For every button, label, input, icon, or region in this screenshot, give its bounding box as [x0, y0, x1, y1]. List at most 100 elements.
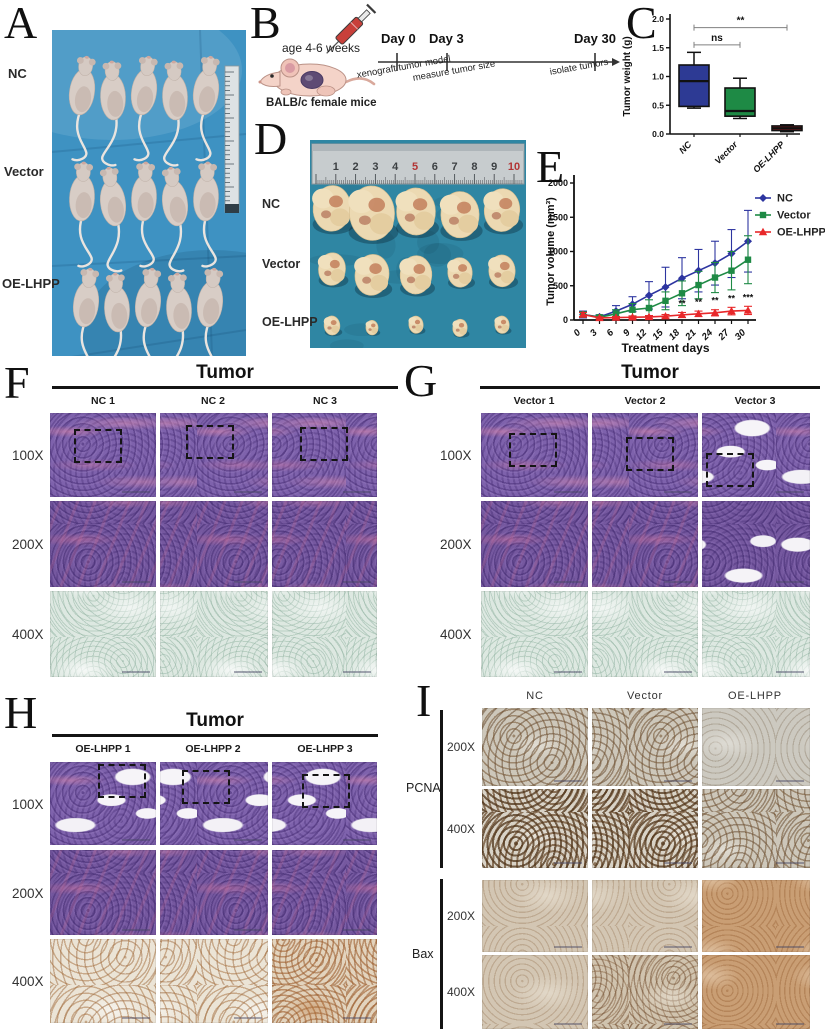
svg-text:27: 27 — [716, 327, 732, 343]
panel-f-row-100x: 100X — [12, 448, 44, 463]
mouse-shape — [196, 267, 224, 356]
panel-g-row-200x: 200X — [440, 537, 472, 552]
histology-image — [50, 850, 156, 935]
panel-e-letter: E — [536, 141, 565, 192]
panel-a-letter: A — [4, 0, 38, 48]
tumor-blob — [439, 191, 483, 241]
ruler-number: 3 — [372, 161, 378, 173]
scale-bar — [664, 491, 692, 493]
panel-h-title: Tumor — [186, 710, 244, 731]
histology-image — [50, 762, 156, 845]
panel-g-title: Tumor — [621, 362, 679, 383]
tumor-blob — [483, 188, 524, 235]
panel-d-letter: D — [254, 113, 288, 164]
scale-bar — [122, 491, 150, 493]
svg-text:ns: ns — [711, 33, 723, 44]
histology-image — [702, 413, 810, 497]
histology-image — [272, 939, 377, 1023]
svg-text:**: ** — [678, 298, 686, 308]
ruler-number: 4 — [392, 161, 399, 173]
histology-image — [272, 762, 377, 845]
histology-image — [702, 501, 810, 587]
histology-image — [50, 939, 156, 1023]
histology-image — [272, 591, 377, 677]
mouse-shape — [161, 166, 189, 273]
mouse-shape — [131, 161, 157, 268]
histology-image — [160, 850, 268, 935]
mouse-shape — [69, 161, 95, 268]
histology-image — [481, 413, 588, 497]
panel-f-col-1: NC 1 — [91, 395, 115, 407]
histology-image — [482, 708, 588, 786]
bax-200x-label: 200X — [447, 909, 476, 923]
panel-h-row-200x: 200X — [12, 886, 44, 901]
inspection-box — [302, 774, 350, 808]
panel-c-letter: C — [626, 0, 657, 48]
mouse-shape — [134, 267, 162, 356]
panel-g-row-400x: 400X — [440, 627, 472, 642]
pcna-200x-label: 200X — [447, 740, 476, 754]
mouse-shape — [130, 55, 158, 162]
histology-image — [272, 850, 377, 935]
scale-bar — [343, 491, 371, 493]
group-label-vector: Vector — [4, 164, 44, 179]
tumor-group-label-oelhpp: OE-LHPP — [262, 315, 318, 329]
histology-image — [481, 591, 588, 677]
svg-text:2.0: 2.0 — [652, 14, 664, 24]
scale-bar — [234, 929, 262, 931]
mouse-age-label: age 4-6 weeks — [282, 41, 361, 55]
svg-text:6: 6 — [605, 327, 617, 339]
panel-h-col-2: OE-LHPP 2 — [185, 743, 241, 755]
tumor-blob — [408, 315, 426, 335]
mouse-shape — [193, 161, 219, 268]
svg-text:9: 9 — [621, 327, 633, 339]
mouse-shape — [100, 60, 126, 167]
panel-i-col-vector: Vector — [627, 690, 663, 702]
tumor-blob — [348, 185, 399, 244]
ruler-number: 10 — [508, 161, 520, 173]
panel-g-col-3: Vector 3 — [734, 395, 776, 407]
panel-i-letter: I — [416, 675, 432, 726]
histology-image — [702, 591, 810, 677]
histology-image — [592, 789, 698, 868]
scale-bar — [343, 1017, 371, 1019]
svg-text:1.5: 1.5 — [652, 43, 664, 53]
scale-bar — [122, 839, 150, 841]
histology-image — [160, 762, 268, 845]
histology-image — [50, 413, 156, 497]
series-NC — [579, 209, 752, 321]
tumor-group-label-vector: Vector — [262, 257, 301, 271]
tumor-photo: 1 2 3 4 5 6 7 8 9 10 — [310, 140, 526, 348]
scale-bar — [234, 839, 262, 841]
panel-i-col-nc: NC — [526, 690, 544, 702]
svg-text:Treatment days: Treatment days — [621, 341, 709, 355]
histology-image — [50, 591, 156, 677]
panel-f-col-3: NC 3 — [313, 395, 337, 407]
scale-bar — [776, 581, 804, 583]
histology-image — [272, 501, 377, 587]
svg-text:Tumor volume (mm³): Tumor volume (mm³) — [545, 197, 557, 306]
inspection-box — [98, 764, 146, 798]
inspection-box — [509, 433, 557, 467]
histology-image — [481, 501, 588, 587]
mouse-shape — [72, 267, 100, 356]
scale-bar — [343, 671, 371, 673]
tumor-blob — [323, 315, 343, 337]
scale-bar — [122, 929, 150, 931]
inspection-box — [706, 453, 754, 487]
svg-text:**: ** — [737, 16, 745, 27]
timeline-day30-label: Day 30 — [574, 31, 616, 46]
panel-f-row-400x: 400X — [12, 627, 44, 642]
histology-image — [592, 955, 698, 1029]
timeline-day3-label: Day 3 — [429, 31, 464, 46]
inspection-box — [74, 429, 122, 463]
svg-text:**: ** — [711, 296, 719, 306]
svg-text:3: 3 — [588, 327, 600, 339]
svg-text:2000: 2000 — [548, 178, 568, 188]
scale-bar — [776, 671, 804, 673]
scale-bar — [554, 862, 582, 864]
stain-label-pcna: PCNA — [406, 781, 441, 795]
panel-i-col-oelhpp: OE-LHPP — [728, 690, 782, 702]
histology-image — [160, 413, 268, 497]
